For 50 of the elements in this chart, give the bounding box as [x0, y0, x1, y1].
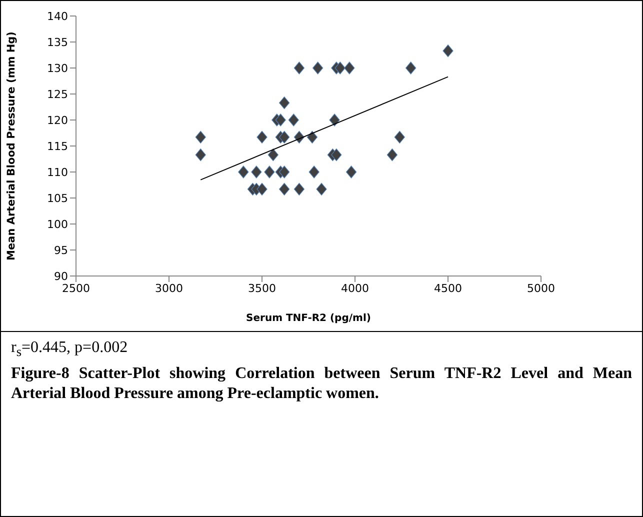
y-tick-label: 95: [54, 244, 68, 257]
y-tick-label: 100: [47, 218, 68, 231]
point: [251, 166, 262, 178]
point: [394, 130, 405, 144]
point: [256, 130, 268, 144]
point: [294, 62, 304, 74]
point: [279, 166, 290, 178]
point: [256, 182, 268, 196]
point: [316, 182, 327, 196]
y-tick-label: 125: [47, 88, 68, 101]
x-tick-label: 3000: [155, 282, 183, 295]
point: [346, 166, 357, 178]
text: r$_{s}$=0.445, p=0.002: [11, 338, 129, 362]
x-tick-label: 5000: [527, 282, 555, 295]
point: [312, 62, 324, 74]
y-axis-title: Mean Arterial Blood Pressure (mm Hg): [6, 32, 18, 260]
y-tick-label: 110: [47, 166, 68, 179]
point: [442, 44, 454, 58]
y-tick-label: 115: [47, 140, 68, 153]
x-tick-label: 4500: [434, 282, 462, 295]
point: [386, 148, 398, 162]
point: [195, 148, 206, 162]
point: [268, 148, 278, 162]
point: [275, 114, 286, 126]
point: [344, 62, 355, 74]
y-tick-label: 130: [47, 62, 68, 75]
point: [334, 62, 346, 74]
point: [306, 130, 318, 144]
x-tick-label: 3500: [248, 282, 276, 295]
y-tick-label: 105: [47, 192, 68, 205]
point: [279, 182, 290, 196]
point: [329, 114, 340, 126]
point: [331, 148, 342, 162]
point: [238, 166, 249, 178]
point: [294, 182, 304, 196]
x-tick-label: 4000: [341, 282, 369, 295]
point: [279, 96, 290, 110]
y-tick-label: 140: [47, 10, 68, 23]
point: [264, 166, 275, 178]
y-tick-label: 90: [54, 270, 68, 283]
point: [308, 166, 320, 178]
y-tick-label: 120: [47, 114, 68, 127]
point: [195, 130, 206, 144]
x-tick-label: 2500: [62, 282, 90, 295]
point: [288, 114, 299, 126]
y-tick-label: 135: [47, 36, 68, 49]
text: Figure-8 Scatter-Plot showing Correlation between Serum TNF-R2 Level and Mean Arterial Blood Pressure among Pre-eclamptic women.: [11, 364, 632, 404]
point: [406, 62, 416, 74]
point: [279, 130, 290, 144]
x-axis-title: Serum TNF-R2 (pg/ml): [246, 313, 371, 324]
